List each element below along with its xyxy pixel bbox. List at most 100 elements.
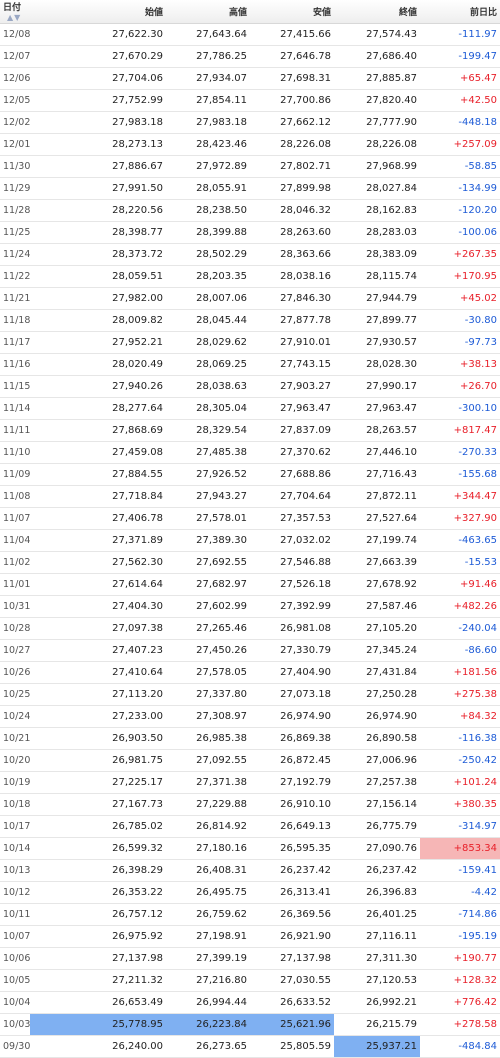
cell-date: 10/11 [0,903,30,926]
cell-open: 28,373.72 [30,243,166,266]
table-row: 11/07 27,406.78 27,578.01 27,357.53 27,527.6… [0,507,500,530]
cell-high: 27,450.26 [166,639,250,662]
cell-close: 27,527.64 [334,507,420,530]
cell-change: -4.42 [420,881,500,904]
cell-close: 27,930.57 [334,331,420,354]
cell-change: -250.42 [420,749,500,772]
header-close[interactable]: 終値 [334,0,420,24]
cell-close: 28,283.03 [334,221,420,244]
cell-close: 28,028.30 [334,353,420,376]
cell-date: 10/27 [0,639,30,662]
cell-change: +101.24 [420,771,500,794]
cell-high: 28,305.04 [166,397,250,420]
cell-change: -714.86 [420,903,500,926]
cell-close: 26,401.25 [334,903,420,926]
cell-close: 27,716.43 [334,463,420,486]
cell-close: 27,006.96 [334,749,420,772]
cell-date: 11/16 [0,353,30,376]
cell-low: 26,921.90 [250,925,334,948]
cell-open: 27,718.84 [30,485,166,508]
cell-open: 27,752.99 [30,89,166,112]
header-open[interactable]: 始値 [30,0,166,24]
cell-change: -199.47 [420,45,500,68]
cell-high: 27,198.91 [166,925,250,948]
header-low[interactable]: 安値 [250,0,334,24]
header-date[interactable]: 日付▲▼ [0,0,30,24]
cell-low: 26,910.10 [250,793,334,816]
cell-open: 27,562.30 [30,551,166,574]
cell-low: 27,704.64 [250,485,334,508]
cell-open: 27,614.64 [30,573,166,596]
cell-high: 28,399.88 [166,221,250,244]
cell-high: 27,983.18 [166,111,250,134]
cell-close: 27,968.99 [334,155,420,178]
cell-low: 27,963.47 [250,397,334,420]
table-row: 10/03 25,778.95 26,223.84 25,621.96 26,215.7… [0,1013,500,1036]
cell-low: 26,369.56 [250,903,334,926]
cell-close: 27,587.46 [334,595,420,618]
cell-high: 27,180.16 [166,837,250,860]
cell-change: -100.06 [420,221,500,244]
cell-high: 27,934.07 [166,67,250,90]
cell-change: -97.73 [420,331,500,354]
cell-high: 28,029.62 [166,331,250,354]
cell-date: 10/19 [0,771,30,794]
cell-close: 28,226.08 [334,133,420,156]
cell-change: +26.70 [420,375,500,398]
cell-high: 26,814.92 [166,815,250,838]
cell-open: 27,211.32 [30,969,166,992]
cell-close: 26,992.21 [334,991,420,1014]
cell-change: +42.50 [420,89,500,112]
table-row: 11/24 28,373.72 28,502.29 28,363.66 28,383.0… [0,243,500,266]
header-row: 日付▲▼ 始値 高値 安値 終値 前日比 [0,0,500,24]
cell-high: 28,238.50 [166,199,250,222]
cell-date: 11/15 [0,375,30,398]
cell-low: 27,526.18 [250,573,334,596]
cell-low: 27,357.53 [250,507,334,530]
cell-close: 26,974.90 [334,705,420,728]
cell-high: 27,786.25 [166,45,250,68]
cell-date: 10/31 [0,595,30,618]
header-change[interactable]: 前日比 [420,0,500,24]
cell-high: 27,216.80 [166,969,250,992]
cell-open: 26,398.29 [30,859,166,882]
cell-low: 25,805.59 [250,1035,334,1058]
cell-date: 11/14 [0,397,30,420]
cell-close: 27,345.24 [334,639,420,662]
cell-high: 28,038.63 [166,375,250,398]
cell-high: 28,055.91 [166,177,250,200]
cell-change: +275.38 [420,683,500,706]
cell-date: 11/09 [0,463,30,486]
cell-change: -134.99 [420,177,500,200]
cell-low: 27,743.15 [250,353,334,376]
table-row: 10/25 27,113.20 27,337.80 27,073.18 27,250.2… [0,683,500,706]
cell-close: 27,090.76 [334,837,420,860]
cell-change: +65.47 [420,67,500,90]
cell-close: 27,872.11 [334,485,420,508]
cell-high: 27,854.11 [166,89,250,112]
cell-open: 28,398.77 [30,221,166,244]
table-row: 11/11 27,868.69 28,329.54 27,837.09 28,263.5… [0,419,500,442]
cell-date: 11/11 [0,419,30,442]
cell-change: -240.04 [420,617,500,640]
sort-arrows-icon[interactable]: ▲▼ [7,13,22,22]
table-row: 11/14 28,277.64 28,305.04 27,963.47 27,963.4… [0,397,500,420]
table-row: 11/18 28,009.82 28,045.44 27,877.78 27,899.7… [0,309,500,332]
cell-open: 27,407.23 [30,639,166,662]
cell-change: -155.68 [420,463,500,486]
table-row: 10/05 27,211.32 27,216.80 27,030.55 27,120.5… [0,969,500,992]
header-high[interactable]: 高値 [166,0,250,24]
cell-change: +344.47 [420,485,500,508]
cell-change: +380.35 [420,793,500,816]
table-row: 10/21 26,903.50 26,985.38 26,869.38 26,890.5… [0,727,500,750]
table-row: 11/15 27,940.26 28,038.63 27,903.27 27,990.1… [0,375,500,398]
cell-high: 27,092.55 [166,749,250,772]
cell-date: 10/04 [0,991,30,1014]
cell-open: 27,952.21 [30,331,166,354]
cell-low: 27,899.98 [250,177,334,200]
cell-open: 28,009.82 [30,309,166,332]
cell-close: 28,383.09 [334,243,420,266]
table-row: 11/10 27,459.08 27,485.38 27,370.62 27,446.1… [0,441,500,464]
cell-high: 27,371.38 [166,771,250,794]
cell-change: -116.38 [420,727,500,750]
